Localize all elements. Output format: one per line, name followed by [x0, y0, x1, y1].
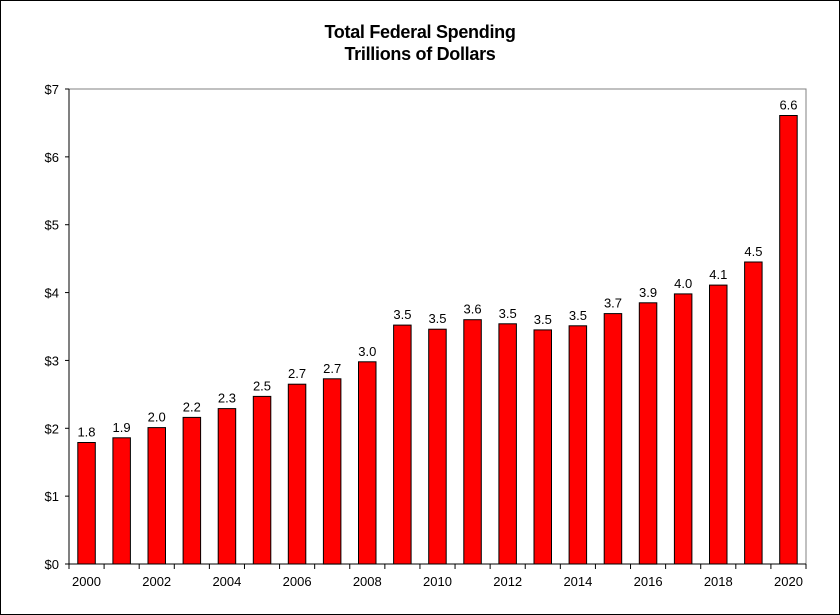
bar-2002: [147, 427, 166, 565]
x-tick-label-2020: 2020: [774, 574, 803, 589]
y-axis: $0 $1 $2 $3 $4 $5 $6 $7: [45, 82, 70, 572]
data-label-2006: 2.7: [288, 366, 306, 381]
y-tick-label: $4: [45, 286, 59, 301]
data-label-2013: 3.5: [534, 312, 552, 327]
bar-2008: [358, 361, 377, 565]
data-label-2010: 3.5: [428, 311, 446, 326]
bar-2018: [709, 284, 728, 565]
plot-area: [69, 88, 807, 564]
data-label-2004: 2.3: [218, 391, 236, 406]
data-label-2008: 3.0: [358, 344, 376, 359]
y-tick-label: $6: [45, 150, 59, 165]
bar-2006: [287, 383, 307, 565]
bar-2004: [217, 408, 237, 565]
x-tick-label-2000: 2000: [72, 574, 101, 589]
y-tick-label: $0: [45, 557, 59, 572]
bar-2011: [463, 319, 482, 565]
y-tick-label: $2: [45, 421, 59, 436]
x-tick-label-2006: 2006: [283, 574, 312, 589]
x-tick-label-2012: 2012: [493, 574, 522, 589]
y-tick-label: $1: [45, 489, 59, 504]
data-label-2009: 3.5: [393, 307, 411, 322]
x-tick-label-2008: 2008: [353, 574, 382, 589]
data-label-2017: 4.0: [674, 276, 692, 291]
data-label-2012: 3.5: [499, 306, 517, 321]
data-label-2007: 2.7: [323, 361, 341, 376]
bar-2015: [603, 313, 623, 565]
data-label-2016: 3.9: [639, 285, 657, 300]
plot-border: [69, 88, 807, 564]
x-tick-label-2016: 2016: [634, 574, 663, 589]
bar-2001: [112, 437, 131, 565]
chart-title: Total Federal Spending: [324, 22, 516, 42]
data-label-2001: 1.9: [113, 420, 131, 435]
data-label-2003: 2.2: [183, 399, 201, 414]
bars: [77, 115, 798, 565]
bar-2013: [533, 329, 552, 565]
bar-2014: [568, 325, 588, 565]
data-label-2014: 3.5: [569, 308, 587, 323]
y-tick-label: $3: [45, 353, 59, 368]
bar-2003: [182, 416, 202, 565]
x-tick-label-2010: 2010: [423, 574, 452, 589]
x-axis: 2000 2002 2004 2006 2008 2010 2012 2014 2016 2018…: [68, 563, 807, 589]
bar-2010: [428, 328, 447, 565]
data-label-2018: 4.1: [709, 267, 727, 282]
x-tick-label-2002: 2002: [142, 574, 171, 589]
y-tick-label: $5: [45, 218, 59, 233]
x-tick-label-2018: 2018: [704, 574, 733, 589]
data-label-2020: 6.6: [779, 98, 797, 113]
x-tick-label-2004: 2004: [212, 574, 241, 589]
bar-2020: [779, 115, 798, 565]
bar-2017: [673, 293, 693, 565]
bar-2019: [744, 261, 763, 565]
y-tick-label: $7: [45, 82, 59, 97]
bar-2007: [322, 378, 342, 565]
x-tick-label-2014: 2014: [563, 574, 592, 589]
data-label-2015: 3.7: [604, 296, 622, 311]
data-label-2011: 3.6: [464, 302, 482, 317]
bar-2009: [393, 324, 412, 565]
data-label-2019: 4.5: [744, 244, 762, 259]
chart-subtitle: Trillions of Dollars: [344, 44, 496, 64]
data-labels: 1.8 1.9 2.0 2.2 2.3 2.5 2.7 2.7 3.0 3.5 3.5 3.6 3.5 3…: [77, 98, 797, 440]
data-label-2002: 2.0: [148, 410, 166, 425]
bar-2005: [252, 395, 272, 565]
bar-2012: [498, 323, 517, 565]
bar-2000: [77, 442, 96, 565]
data-label-2005: 2.5: [253, 378, 271, 393]
bar-2016: [638, 302, 658, 565]
data-label-2000: 1.8: [77, 425, 95, 440]
